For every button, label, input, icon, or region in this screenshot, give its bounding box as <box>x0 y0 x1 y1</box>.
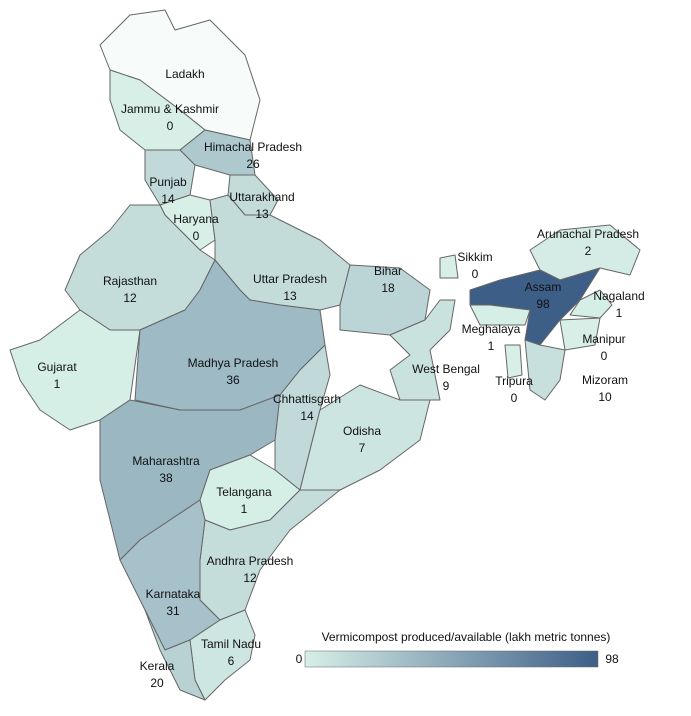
region-name: Ladakh <box>165 67 204 81</box>
region <box>469 304 531 326</box>
region-name: Jammu & Kashmir <box>121 102 219 116</box>
region-value: 18 <box>381 281 395 295</box>
region-value: 38 <box>159 471 173 485</box>
region-name: Gujarat <box>37 360 77 374</box>
region-value: 13 <box>283 289 297 303</box>
region-value: 0 <box>472 267 479 281</box>
region-value: 14 <box>300 409 314 423</box>
region-value: 36 <box>226 373 240 387</box>
region-name: Mizoram <box>582 373 628 387</box>
region-name: Himachal Pradesh <box>204 140 302 154</box>
region <box>144 609 206 701</box>
region-value: 26 <box>246 157 260 171</box>
region-name: Tripura <box>495 374 533 388</box>
region-name: Andhra Pradesh <box>207 554 294 568</box>
region <box>569 289 613 319</box>
region-value: 2 <box>585 244 592 258</box>
legend-min: 0 <box>296 652 303 666</box>
region-value: 0 <box>167 119 174 133</box>
region-name: Manipur <box>582 332 625 346</box>
region-name: Uttar Pradesh <box>253 272 327 286</box>
region-value: 0 <box>193 229 200 243</box>
region-value: 0 <box>511 391 518 405</box>
region-value: 0 <box>601 349 608 363</box>
region-value: 14 <box>161 192 175 206</box>
region-name: Assam <box>525 280 562 294</box>
region <box>524 339 566 401</box>
region <box>504 344 523 379</box>
region <box>299 384 431 491</box>
region-value: 1 <box>488 339 495 353</box>
region-value: 7 <box>359 441 366 455</box>
region-name: Uttarakhand <box>229 190 294 204</box>
region-name: West Bengal <box>412 362 480 376</box>
region-name: Nagaland <box>593 289 644 303</box>
region-name: Chhattisgarh <box>273 392 341 406</box>
region-value: 13 <box>255 207 269 221</box>
region-name: Odisha <box>343 424 381 438</box>
region-name: Meghalaya <box>462 322 521 336</box>
region-value: 1 <box>616 306 623 320</box>
region-value: 20 <box>150 676 164 690</box>
region-value: 1 <box>241 502 248 516</box>
region-value: 12 <box>243 571 257 585</box>
legend-bar <box>304 650 599 668</box>
region-name: Rajasthan <box>103 274 157 288</box>
region-name: Punjab <box>149 175 187 189</box>
region-value: 9 <box>443 379 450 393</box>
region-name: Karnataka <box>146 587 201 601</box>
region <box>559 317 601 351</box>
region-value: 98 <box>536 297 550 311</box>
region <box>389 299 456 401</box>
region-name: Sikkim <box>457 250 492 264</box>
region-value: 10 <box>598 390 612 404</box>
region <box>439 254 459 279</box>
region-value: 31 <box>166 604 180 618</box>
region-name: Bihar <box>374 264 402 278</box>
region-value: 1 <box>54 377 61 391</box>
region-name: Kerala <box>140 659 175 673</box>
region-value: 12 <box>123 291 137 305</box>
region-name: Arunachal Pradesh <box>537 227 639 241</box>
region-name: Haryana <box>173 212 219 226</box>
legend-max: 98 <box>605 652 619 666</box>
region-name: Telangana <box>216 485 272 499</box>
region-name: Tamil Nadu <box>201 637 261 651</box>
legend-title: Vermicompost produced/available (lakh me… <box>322 630 611 644</box>
region-value: 6 <box>228 654 235 668</box>
region-name: Madhya Pradesh <box>188 356 279 370</box>
region-name: Maharashtra <box>132 454 200 468</box>
